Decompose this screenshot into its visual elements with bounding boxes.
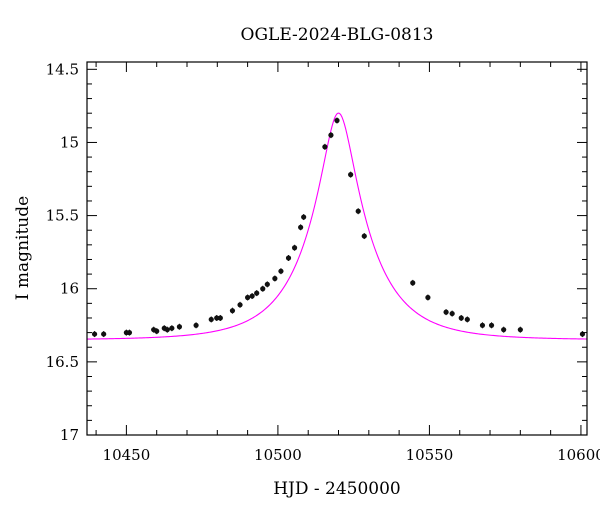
data-point bbox=[260, 285, 266, 292]
data-point bbox=[298, 224, 304, 231]
data-point bbox=[91, 331, 98, 338]
data-point bbox=[217, 314, 223, 321]
y-tick-label: 15 bbox=[60, 133, 79, 151]
data-point bbox=[285, 255, 292, 262]
x-tick-label: 10550 bbox=[406, 446, 454, 464]
data-point bbox=[214, 314, 220, 321]
data-point bbox=[154, 328, 160, 335]
y-tick-label: 14.5 bbox=[46, 60, 79, 78]
data-point bbox=[348, 171, 354, 178]
data-point bbox=[272, 275, 278, 282]
data-point bbox=[334, 117, 340, 124]
y-tick-label: 15.5 bbox=[46, 207, 79, 225]
x-tick-label: 10600 bbox=[557, 446, 600, 464]
data-point bbox=[208, 316, 214, 323]
x-tick-label: 10450 bbox=[103, 446, 151, 464]
axis-ticks: 10450 10500 10550 10600 14.5 15 15.5 16 16.5 17 bbox=[46, 60, 600, 464]
data-point bbox=[517, 326, 523, 333]
data-point bbox=[176, 323, 183, 330]
chart-title: OGLE-2024-BLG-0813 bbox=[241, 25, 434, 45]
plot-area bbox=[87, 112, 587, 340]
data-point bbox=[458, 314, 464, 321]
data-point bbox=[101, 331, 107, 338]
data-point bbox=[301, 214, 307, 221]
y-tick-label: 17 bbox=[60, 426, 79, 444]
data-point bbox=[479, 322, 486, 329]
y-tick-label: 16 bbox=[60, 280, 79, 298]
data-point bbox=[361, 233, 367, 240]
y-axis-label: I magnitude bbox=[13, 196, 33, 300]
data-point bbox=[245, 294, 251, 301]
data-point bbox=[579, 331, 586, 338]
data-point bbox=[291, 244, 298, 251]
data-point bbox=[328, 132, 334, 139]
data-point bbox=[278, 268, 284, 275]
data-point bbox=[410, 279, 416, 286]
data-point bbox=[169, 325, 175, 332]
data-point bbox=[164, 326, 170, 333]
model-curve bbox=[87, 112, 587, 340]
data-point bbox=[193, 322, 199, 329]
y-tick-label: 16.5 bbox=[46, 353, 79, 371]
data-point bbox=[449, 310, 455, 317]
data-point bbox=[264, 281, 270, 288]
data-point bbox=[488, 322, 495, 329]
x-tick-label: 10500 bbox=[254, 446, 302, 464]
data-point bbox=[229, 307, 236, 314]
data-point bbox=[464, 316, 470, 323]
data-point bbox=[254, 290, 260, 297]
data-point bbox=[249, 293, 255, 300]
data-point bbox=[126, 329, 133, 336]
data-point bbox=[425, 294, 431, 301]
data-point bbox=[322, 143, 328, 150]
data-point bbox=[237, 301, 243, 308]
plot-frame bbox=[86, 61, 588, 436]
data-point bbox=[355, 208, 361, 215]
data-point bbox=[443, 309, 449, 316]
data-point bbox=[501, 326, 507, 333]
x-axis-label: HJD - 2450000 bbox=[273, 479, 401, 499]
